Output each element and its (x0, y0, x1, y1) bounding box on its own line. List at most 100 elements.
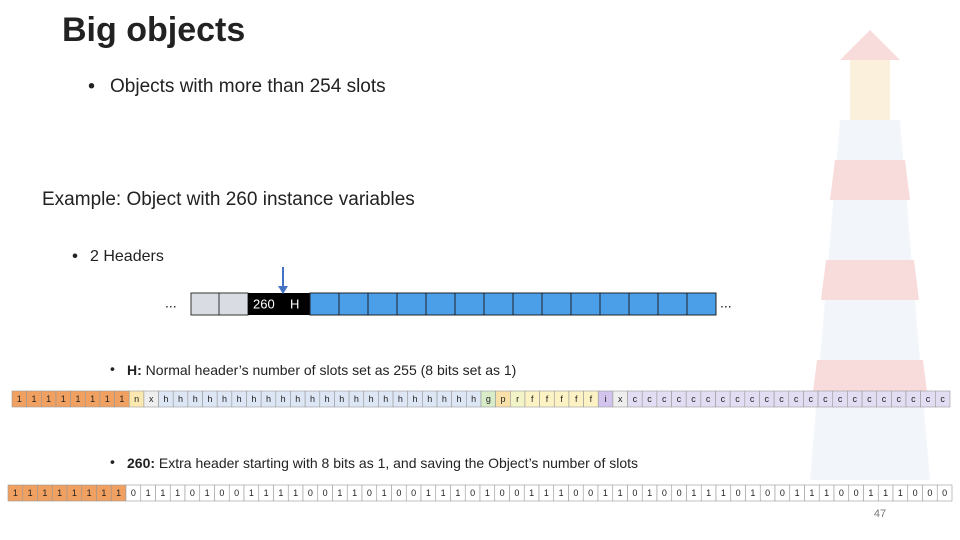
bit-cell-label: c (794, 394, 799, 404)
bullet-mark: • (110, 454, 115, 470)
memory-cell (454, 292, 485, 316)
bit-cell-label: 1 (824, 488, 829, 498)
bit-cell-label: 1 (868, 488, 873, 498)
memory-cell (396, 292, 427, 316)
bit-cell-label: 0 (367, 488, 372, 498)
bit-cell-label: 1 (61, 394, 66, 404)
bit-cell-label: x (618, 394, 623, 404)
bit-cell-label: 1 (382, 488, 387, 498)
memory-cell (338, 292, 369, 316)
bit-cell-label: 0 (219, 488, 224, 498)
bit-cell-label: 1 (146, 488, 151, 498)
bit-cell-label: h (310, 394, 315, 404)
bit-cell-label: h (413, 394, 418, 404)
bit-cell-label: 1 (529, 488, 534, 498)
bit-cell-label: 0 (323, 488, 328, 498)
header-label: H (290, 296, 299, 311)
bit-cell-label: c (852, 394, 857, 404)
bit-cell-label: 1 (618, 488, 623, 498)
note-text: Normal header’s number of slots set as 2… (146, 362, 517, 378)
bit-cell-label: c (765, 394, 770, 404)
bit-cell-label: f (590, 394, 593, 404)
bit-cell-label: c (721, 394, 726, 404)
bit-cell-label: 1 (101, 488, 106, 498)
bit-cell-label: 1 (116, 488, 121, 498)
bit-cell-label: c (691, 394, 696, 404)
memory-cell (309, 292, 340, 316)
header-cell (248, 293, 310, 315)
memory-cell (628, 292, 659, 316)
bit-cell-label: 0 (573, 488, 578, 498)
bit-cell-label: 1 (31, 394, 36, 404)
bit-cell-label: h (281, 394, 286, 404)
bit-cell-label: c (940, 394, 945, 404)
bit-cell-label: 1 (721, 488, 726, 498)
bit-cell (936, 484, 953, 502)
bit-cell-label: 0 (470, 488, 475, 498)
bullet-mark: • (72, 246, 78, 265)
bit-cell-label: c (647, 394, 652, 404)
lighthouse-decoration (810, 30, 930, 480)
bit-cell-label: 1 (691, 488, 696, 498)
memory-cell (599, 292, 630, 316)
bit-cell-label: r (516, 394, 519, 404)
bit-cell-label: 0 (913, 488, 918, 498)
bit-cell-label: 1 (883, 488, 888, 498)
bit-cell-label: 0 (736, 488, 741, 498)
memory-cell (657, 292, 688, 316)
bit-cell-label: h (383, 394, 388, 404)
bit-cell-label: 1 (603, 488, 608, 498)
bit-cell-label: c (911, 394, 916, 404)
bit-cell-label: h (193, 394, 198, 404)
bit-cell-label: c (633, 394, 638, 404)
memory-cell (512, 292, 543, 316)
bit-cell-label: g (486, 394, 491, 404)
bit-cell-label: 0 (780, 488, 785, 498)
memory-cells (309, 292, 717, 316)
bit-cell-label: c (823, 394, 828, 404)
bit-cell-label: 0 (411, 488, 416, 498)
bit-cell-label: h (457, 394, 462, 404)
bit-cell-label: 1 (75, 394, 80, 404)
bit-cell-label: 1 (42, 488, 47, 498)
bit-cell-label: c (735, 394, 740, 404)
bit-cell-label: 1 (87, 488, 92, 498)
bit-cell-label: 1 (809, 488, 814, 498)
bit-cell-label: p (500, 394, 505, 404)
bit-cell-label: h (427, 394, 432, 404)
bit-cell-label: c (779, 394, 784, 404)
bit-cell-label: 1 (105, 394, 110, 404)
bit-cell-label: f (560, 394, 563, 404)
bit-cell-label: h (207, 394, 212, 404)
bit-cell-label: 0 (662, 488, 667, 498)
bit-cell-label: 0 (190, 488, 195, 498)
bit-cell-label: 0 (765, 488, 770, 498)
bit-cell (935, 390, 951, 408)
bit-cell-label: 1 (17, 394, 22, 404)
bit-cell-label: 1 (706, 488, 711, 498)
bit-cell-label: h (442, 394, 447, 404)
bit-cell-label: c (662, 394, 667, 404)
bit-cell-label: 1 (293, 488, 298, 498)
memory-cell (541, 292, 572, 316)
memory-cell (425, 292, 456, 316)
bit-cell-label: 0 (942, 488, 947, 498)
bit-cell-label: c (750, 394, 755, 404)
note-bold: 260: (127, 455, 155, 471)
bit-cell-label: n (134, 394, 139, 404)
bit-cell-label: c (926, 394, 931, 404)
bullet-mark: • (88, 75, 95, 97)
bit-cell-label: 1 (337, 488, 342, 498)
bit-cell-label: h (354, 394, 359, 404)
arrow-head (278, 286, 288, 294)
bit-cell-label: c (896, 394, 901, 404)
bit-cell-label: c (882, 394, 887, 404)
bit-cell-label: 0 (396, 488, 401, 498)
bit-cell-label: h (237, 394, 242, 404)
bit-cell-label: 0 (131, 488, 136, 498)
bit-cell-label: 1 (898, 488, 903, 498)
bit-cell-label: 1 (175, 488, 180, 498)
bit-cell-label: 1 (795, 488, 800, 498)
